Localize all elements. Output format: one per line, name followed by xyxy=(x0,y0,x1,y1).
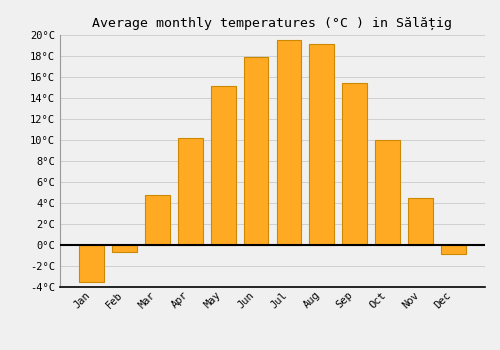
Bar xyxy=(441,245,466,254)
Bar xyxy=(376,140,400,245)
Bar xyxy=(310,44,334,245)
Bar xyxy=(112,245,137,252)
Title: Average monthly temperatures (°C ) in Sălățig: Average monthly temperatures (°C ) in Să… xyxy=(92,17,452,30)
Bar xyxy=(211,86,236,245)
Bar xyxy=(408,198,433,245)
Bar xyxy=(145,195,170,245)
Bar xyxy=(276,40,301,245)
Bar xyxy=(178,138,203,245)
Bar xyxy=(80,245,104,282)
Bar xyxy=(342,83,367,245)
Bar xyxy=(244,57,268,245)
